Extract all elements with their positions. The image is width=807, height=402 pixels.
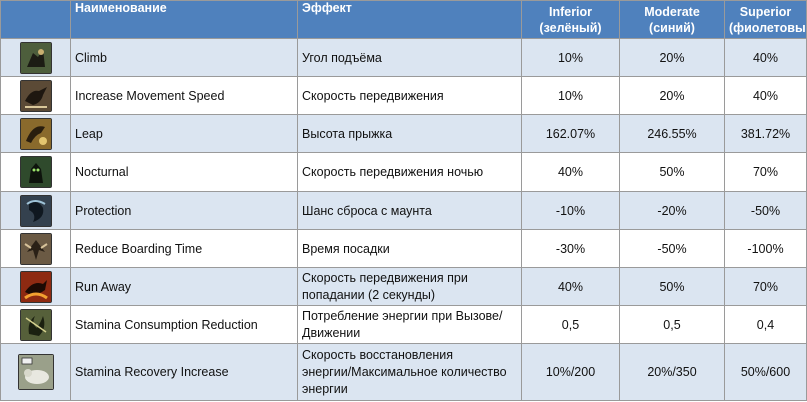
skill-name: Nocturnal — [70, 152, 298, 192]
value-superior: -100% — [724, 229, 807, 268]
value-superior: 70% — [724, 152, 807, 192]
nocturnal-icon — [19, 156, 52, 188]
icon-cell — [0, 152, 71, 192]
skill-name: Leap — [70, 114, 298, 153]
climb-icon — [19, 41, 52, 74]
value-moderate: 50% — [619, 152, 725, 192]
header-superior: Superior(фиолетовый) — [724, 0, 807, 39]
value-moderate: 50% — [619, 267, 725, 306]
icon-cell — [0, 76, 71, 115]
value-moderate: 20%/350 — [619, 343, 725, 401]
value-inferior: 0,5 — [521, 305, 620, 344]
value-inferior: 40% — [521, 267, 620, 306]
header-name: Наименование — [70, 0, 298, 39]
value-inferior: 10% — [521, 38, 620, 77]
value-inferior: -10% — [521, 191, 620, 230]
header-superior-title: Superior — [739, 4, 792, 19]
skill-effect-line: энергии/Максимальное количество — [302, 364, 507, 379]
icon-cell — [0, 191, 71, 230]
value-moderate: 20% — [619, 76, 725, 115]
icon-cell — [0, 267, 71, 306]
table-row: Stamina Consumption Reduction Потреблени… — [0, 305, 807, 344]
value-inferior: 10% — [521, 76, 620, 115]
value-superior: 40% — [724, 38, 807, 77]
icon-cell — [0, 343, 71, 401]
table-row: Leap Высота прыжка 162.07% 246.55% 381.7… — [0, 114, 807, 153]
run-away-icon — [19, 270, 52, 303]
value-superior: -50% — [724, 191, 807, 230]
header-inferior: Inferior (зелёный) — [521, 0, 620, 39]
skill-effect: Шанс сброса с маунта — [297, 191, 522, 230]
value-superior: 50%/600 — [724, 343, 807, 401]
header-inferior-color: (зелёный) — [539, 20, 602, 35]
icon-cell — [0, 305, 71, 344]
header-effect: Эффект — [297, 0, 522, 39]
value-inferior: 162.07% — [521, 114, 620, 153]
skill-effect: Время посадки — [297, 229, 522, 268]
table-row: Run Away Скорость передвижения при попада… — [0, 267, 807, 306]
skill-name: Stamina Consumption Reduction — [70, 305, 298, 344]
skill-effect: Скорость восстановления энергии/Максималь… — [297, 343, 522, 401]
skill-effect: Скорость передвижения — [297, 76, 522, 115]
movement-speed-icon — [19, 79, 52, 112]
header-moderate: Moderate (синий) — [619, 0, 725, 39]
icon-cell — [0, 38, 71, 77]
value-inferior: 10%/200 — [521, 343, 620, 401]
leap-icon — [19, 117, 52, 150]
header-inferior-title: Inferior — [548, 4, 593, 19]
value-moderate: 0,5 — [619, 305, 725, 344]
skill-effect: Угол подъёма — [297, 38, 522, 77]
skill-name: Climb — [70, 38, 298, 77]
value-superior: 381.72% — [724, 114, 807, 153]
header-moderate-title: Moderate — [644, 4, 700, 19]
skill-effect-line: Скорость передвижения при — [302, 270, 468, 285]
skill-effect-line: Скорость восстановления — [302, 347, 454, 362]
boarding-time-icon — [19, 232, 52, 265]
skill-name: Protection — [70, 191, 298, 230]
value-inferior: -30% — [521, 229, 620, 268]
value-superior: 40% — [724, 76, 807, 115]
table-row: Increase Movement Speed Скорость передви… — [0, 76, 807, 115]
stamina-consumption-icon — [19, 308, 52, 341]
value-moderate: -50% — [619, 229, 725, 268]
skill-effect: Высота прыжка — [297, 114, 522, 153]
header-icon-cell — [0, 0, 71, 39]
skill-name: Increase Movement Speed — [70, 76, 298, 115]
skill-effect-line: попадании (2 секунды) — [302, 287, 436, 302]
stamina-recovery-icon — [17, 354, 54, 390]
header-superior-color: (фиолетовый) — [729, 20, 806, 35]
icon-cell — [0, 114, 71, 153]
skill-name: Run Away — [70, 267, 298, 306]
header-row: Наименование Эффект Inferior (зелёный) Mo… — [0, 0, 807, 39]
value-inferior: 40% — [521, 152, 620, 192]
value-moderate: 20% — [619, 38, 725, 77]
icon-cell — [0, 229, 71, 268]
value-moderate: -20% — [619, 191, 725, 230]
skill-effect: Скорость передвижения ночью — [297, 152, 522, 192]
table-row: Stamina Recovery Increase Скорость восст… — [0, 343, 807, 401]
table-row: Protection Шанс сброса с маунта -10% -20… — [0, 191, 807, 230]
skill-effect: Потребление энергии при Вызове/Движении — [297, 305, 522, 344]
table-row: Reduce Boarding Time Время посадки -30% … — [0, 229, 807, 268]
protection-icon — [19, 194, 52, 227]
skill-name: Reduce Boarding Time — [70, 229, 298, 268]
skill-effect-line: Потребление энергии при Вызове/ — [302, 308, 503, 323]
skill-name: Stamina Recovery Increase — [70, 343, 298, 401]
table-row: Climb Угол подъёма 10% 20% 40% — [0, 38, 807, 77]
skill-effect-line: Движении — [302, 325, 361, 340]
value-superior: 0,4 — [724, 305, 807, 344]
skill-effect: Скорость передвижения при попадании (2 се… — [297, 267, 522, 306]
table-row: Nocturnal Скорость передвижения ночью 40… — [0, 152, 807, 192]
value-moderate: 246.55% — [619, 114, 725, 153]
value-superior: 70% — [724, 267, 807, 306]
header-moderate-color: (синий) — [649, 20, 695, 35]
skill-effect-line: энергии — [302, 381, 348, 396]
